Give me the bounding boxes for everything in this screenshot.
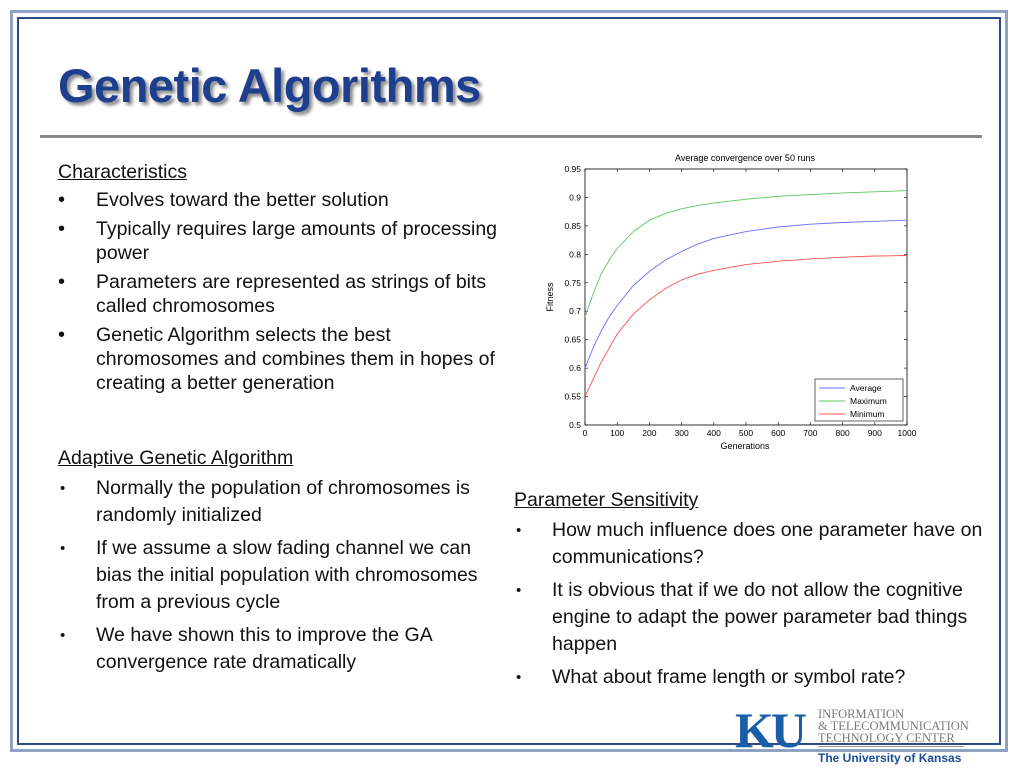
logo-divider xyxy=(818,746,964,747)
chart-xlabel: Generations xyxy=(720,441,770,451)
chart-title: Average convergence over 50 runs xyxy=(675,153,815,163)
characteristics-heading: Characteristics xyxy=(58,161,187,183)
y-tick-label: 0.75 xyxy=(564,278,581,288)
list-item-text: Typically requires large amounts of proc… xyxy=(96,218,498,264)
list-item-text: What about frame length or symbol rate? xyxy=(552,666,906,688)
bullet-icon: • xyxy=(60,627,66,644)
legend-label: Minimum xyxy=(850,409,884,419)
bullet-icon: • xyxy=(58,218,66,240)
list-item-text: If we assume a slow fading channel we ca… xyxy=(96,537,478,613)
x-tick-label: 300 xyxy=(675,428,689,438)
itc-logo: KU INFORMATION & TELECOMMUNICATION TECHN… xyxy=(735,700,990,768)
slide-title: Genetic Algorithms xyxy=(58,59,481,112)
title-divider xyxy=(40,135,982,138)
bullet-icon: • xyxy=(516,582,522,599)
bullet-icon: • xyxy=(58,271,66,293)
list-item: • Normally the population of chromosomes … xyxy=(58,475,478,529)
bullet-icon: • xyxy=(60,480,66,497)
list-item-text: It is obvious that if we do not allow th… xyxy=(552,579,968,655)
ku-logo-mark: KU xyxy=(735,702,807,758)
itc-logo-text: INFORMATION & TELECOMMUNICATION TECHNOLO… xyxy=(818,707,969,745)
x-tick-label: 500 xyxy=(739,428,753,438)
y-tick-label: 0.65 xyxy=(564,335,581,345)
x-tick-label: 1000 xyxy=(898,428,917,438)
list-item-text: Genetic Algorithm selects the best chrom… xyxy=(96,324,495,394)
list-item-text: Normally the population of chromosomes i… xyxy=(96,477,470,526)
chart-plot-area: 0 100 200 300 400 500 600 700 800 900 1000 0.5 0.55 0… xyxy=(564,164,916,438)
slide-frame-outer xyxy=(10,10,1008,752)
list-item: • Evolves toward the better solution xyxy=(58,188,498,212)
y-tick-label: 0.8 xyxy=(569,249,581,259)
y-tick-label: 0.55 xyxy=(564,392,581,402)
list-item-text: We have shown this to improve the GA con… xyxy=(96,624,432,673)
adaptive-list: • Normally the population of chromosomes … xyxy=(58,475,478,676)
y-tick-label: 0.7 xyxy=(569,306,581,316)
legend-label: Maximum xyxy=(850,396,887,406)
bullet-icon: • xyxy=(516,669,522,686)
x-tick-label: 800 xyxy=(836,428,850,438)
list-item-text: Evolves toward the better solution xyxy=(96,189,389,211)
characteristics-section: Characteristics • Evolves toward the bett… xyxy=(58,160,498,400)
bullet-icon: • xyxy=(58,324,66,346)
list-item: • Parameters are represented as strings o… xyxy=(58,270,498,318)
x-tick-label: 400 xyxy=(707,428,721,438)
list-item: • Genetic Algorithm selects the best chro… xyxy=(58,323,498,395)
bullet-icon: • xyxy=(60,540,66,557)
sensitivity-list: • How much influence does one parameter h… xyxy=(514,517,984,691)
series-line-minimum xyxy=(584,255,908,397)
x-tick-label: 0 xyxy=(583,428,588,438)
x-tick-label: 200 xyxy=(642,428,656,438)
x-tick-label: 100 xyxy=(610,428,624,438)
series-line-average xyxy=(584,219,908,369)
adaptive-heading: Adaptive Genetic Algorithm xyxy=(58,447,294,469)
bullet-icon: • xyxy=(516,522,522,539)
list-item-text: Parameters are represented as strings of… xyxy=(96,271,487,317)
legend-label: Average xyxy=(850,383,882,393)
bullet-icon: • xyxy=(58,189,66,211)
characteristics-list: • Evolves toward the better solution • Typ… xyxy=(58,188,498,395)
list-item: • What about frame length or symbol rate? xyxy=(514,664,984,691)
university-name: The University of Kansas xyxy=(818,751,962,765)
series-line-maximum xyxy=(584,190,908,318)
x-tick-label: 900 xyxy=(868,428,882,438)
list-item: • How much influence does one parameter h… xyxy=(514,517,984,571)
logo-line: & TELECOMMUNICATION xyxy=(818,719,969,733)
y-tick-label: 0.9 xyxy=(569,192,581,202)
chart-ylabel: Fitness xyxy=(545,282,555,312)
list-item: • We have shown this to improve the GA co… xyxy=(58,622,478,676)
x-tick-label: 700 xyxy=(803,428,817,438)
list-item-text: How much influence does one parameter ha… xyxy=(552,519,983,568)
sensitivity-heading: Parameter Sensitivity xyxy=(514,489,699,511)
y-tick-label: 0.95 xyxy=(564,164,581,174)
adaptive-section: Adaptive Genetic Algorithm • Normally the… xyxy=(58,445,478,681)
x-tick-label: 600 xyxy=(771,428,785,438)
sensitivity-section: Parameter Sensitivity • How much influenc… xyxy=(514,487,984,696)
y-tick-label: 0.85 xyxy=(564,221,581,231)
list-item: • Typically requires large amounts of pro… xyxy=(58,217,498,265)
y-tick-label: 0.5 xyxy=(569,420,581,430)
list-item: • It is obvious that if we do not allow t… xyxy=(514,577,984,658)
y-tick-label: 0.6 xyxy=(569,363,581,373)
logo-line: INFORMATION xyxy=(818,707,905,721)
slide-frame-inner xyxy=(17,17,1001,745)
list-item: • If we assume a slow fading channel we c… xyxy=(58,535,478,616)
logo-line: TECHNOLOGY CENTER xyxy=(818,731,955,745)
convergence-chart: Average convergence over 50 runs Generat… xyxy=(545,153,917,451)
